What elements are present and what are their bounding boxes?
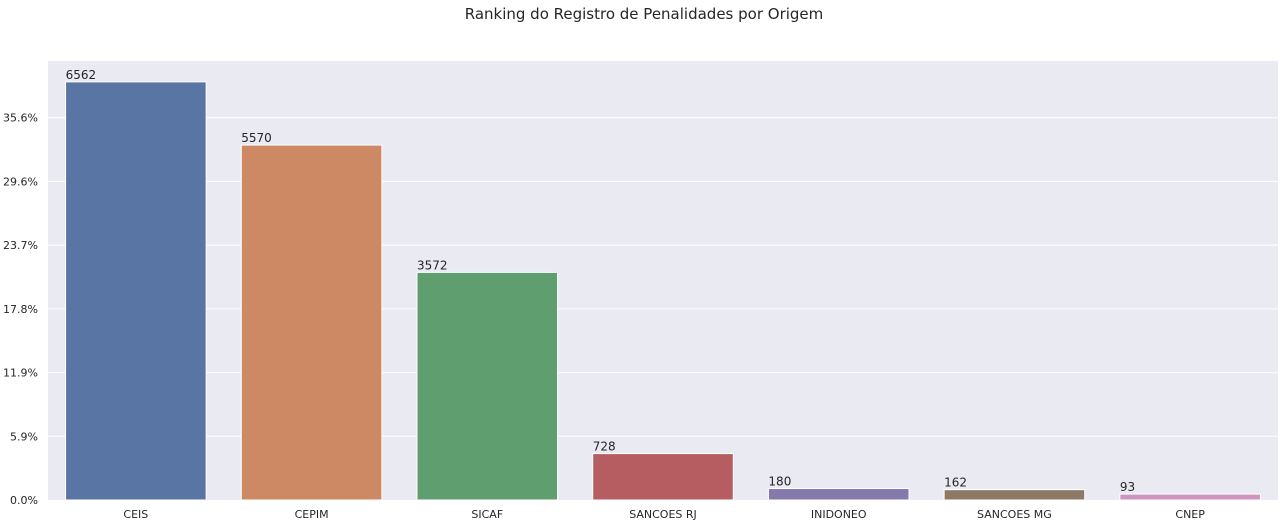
x-tick-label: CEPIM [295, 508, 329, 521]
bar [592, 453, 734, 501]
bar-value-label: 162 [944, 476, 967, 490]
x-tick-label: CEIS [123, 508, 148, 521]
y-tick-label: 11.9% [3, 367, 38, 380]
plot-background [48, 61, 1278, 500]
bar-value-label: 93 [1120, 480, 1135, 494]
x-tick-label: CNEP [1175, 508, 1205, 521]
bar-value-label: 5570 [241, 131, 272, 145]
x-tick-label: SANCOES RJ [629, 508, 697, 521]
x-tick-label: SICAF [471, 508, 503, 521]
y-tick-label: 35.6% [3, 112, 38, 125]
x-tick-label: INIDONEO [811, 508, 867, 521]
gridlines [48, 117, 1278, 437]
bar [416, 271, 559, 501]
y-tick-label: 23.7% [3, 239, 38, 252]
bars [65, 81, 1261, 501]
bar-value-label: 728 [593, 440, 616, 454]
bar [1119, 493, 1261, 501]
y-tick-label: 29.6% [3, 175, 38, 188]
bar [767, 488, 910, 501]
bar [240, 144, 383, 501]
y-axis-ticks: 0.0% 5.9% 11.9% 17.8% 23.7% 29.6% 35.6% [3, 112, 38, 507]
bar [943, 489, 1086, 501]
bar-value-label: 6562 [66, 68, 97, 82]
bar-value-label: 180 [768, 475, 791, 489]
y-tick-label: 5.9% [10, 430, 38, 443]
bar [65, 81, 207, 501]
x-tick-label: SANCOES MG [977, 508, 1052, 521]
y-tick-label: 0.0% [10, 494, 38, 507]
y-tick-label: 17.8% [3, 303, 38, 316]
bar-value-label: 3572 [417, 258, 448, 272]
data-labels: 6562 5570 3572 728 180 162 93 [66, 68, 1136, 494]
chart-title: Ranking do Registro de Penalidades por O… [464, 5, 824, 23]
x-axis-ticks: CEIS CEPIM SICAF SANCOES RJ INIDONEO SANCOES … [123, 508, 1205, 521]
